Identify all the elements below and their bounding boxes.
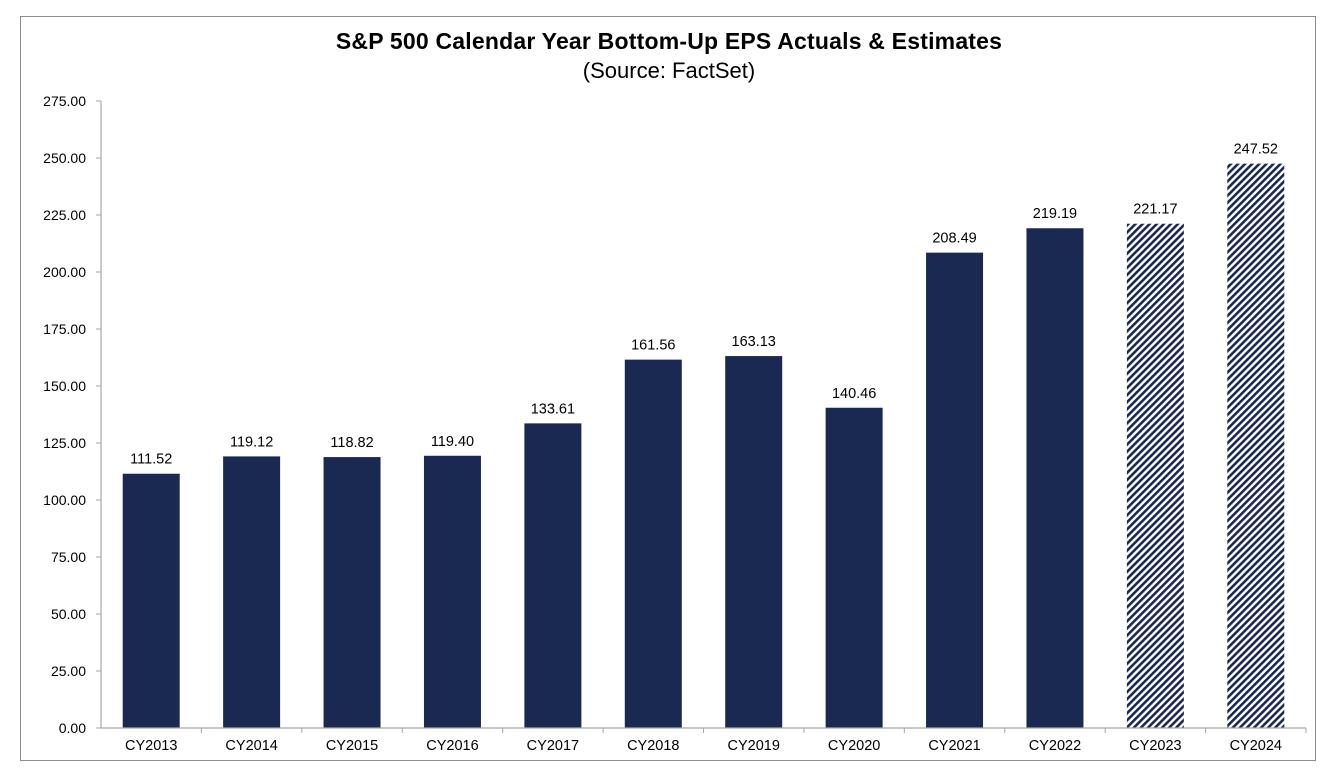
y-tick-label: 100.00 <box>43 492 86 508</box>
bar-value-label: 119.12 <box>230 434 273 450</box>
x-tick-label: CY2014 <box>225 738 277 754</box>
y-tick-label: 25.00 <box>51 663 86 679</box>
y-axis: 0.00 25.00 50.00 75.00 100.00 125.00 150.00 175… <box>43 93 102 736</box>
x-tick-label: CY2021 <box>928 738 980 754</box>
bar-actual <box>825 407 883 728</box>
bar-value-label: 163.13 <box>732 334 776 350</box>
bar-actual <box>223 456 281 728</box>
x-tick-label: CY2023 <box>1129 738 1181 754</box>
bar-actual <box>725 356 783 728</box>
bar-actual <box>1026 228 1084 728</box>
y-tick-label: 50.00 <box>51 606 86 622</box>
bar-value-label: 140.46 <box>832 386 876 402</box>
bar-actual <box>323 457 381 728</box>
y-tick-label: 200.00 <box>43 264 86 280</box>
bar-actual <box>926 252 984 728</box>
bar-value-label: 208.49 <box>932 231 976 247</box>
x-axis: CY2013 CY2014 CY2015 CY2016 CY2017 CY2018 CY20… <box>101 727 1307 754</box>
y-tick-label: 75.00 <box>51 549 86 565</box>
x-tick-label: CY2019 <box>728 738 780 754</box>
bar-value-label: 247.52 <box>1234 142 1278 158</box>
x-tick-label: CY2017 <box>527 738 579 754</box>
bar-estimate <box>1227 163 1285 728</box>
chart-title: S&P 500 Calendar Year Bottom-Up EPS Actu… <box>335 28 1003 54</box>
bar-value-label: 118.82 <box>330 435 373 451</box>
bar-actual <box>524 423 582 728</box>
bar-value-label: 161.56 <box>631 338 675 354</box>
x-tick-label: CY2020 <box>828 738 880 754</box>
y-tick-label: 150.00 <box>43 378 86 394</box>
x-tick-label: CY2022 <box>1029 738 1081 754</box>
x-tick-label: CY2024 <box>1230 738 1282 754</box>
x-tick-label: CY2015 <box>326 738 378 754</box>
bar-actual <box>122 473 180 728</box>
bar-estimate <box>1126 223 1184 728</box>
bar-value-label: 219.19 <box>1033 206 1077 222</box>
x-tick-label: CY2018 <box>627 738 679 754</box>
y-tick-label: 250.00 <box>43 150 86 166</box>
bar-value-label: 221.17 <box>1133 202 1177 218</box>
chart-subtitle: (Source: FactSet) <box>582 58 756 83</box>
y-tick-label: 175.00 <box>43 321 86 337</box>
x-tick-label: CY2016 <box>426 738 478 754</box>
value-labels: 111.52 119.12 118.82 119.40 133.61 161.56 163.… <box>130 142 1278 468</box>
bar-actual <box>624 359 682 728</box>
y-tick-label: 125.00 <box>43 435 86 451</box>
x-tick-label: CY2013 <box>125 738 177 754</box>
bar-value-label: 133.61 <box>531 401 575 417</box>
bars <box>122 163 1285 728</box>
bar-actual <box>423 455 481 728</box>
bar-value-label: 119.40 <box>431 434 474 450</box>
y-tick-label: 225.00 <box>43 207 86 223</box>
y-tick-label: 275.00 <box>43 93 86 109</box>
bar-value-label: 111.52 <box>130 452 172 468</box>
y-tick-label: 0.00 <box>59 720 86 736</box>
